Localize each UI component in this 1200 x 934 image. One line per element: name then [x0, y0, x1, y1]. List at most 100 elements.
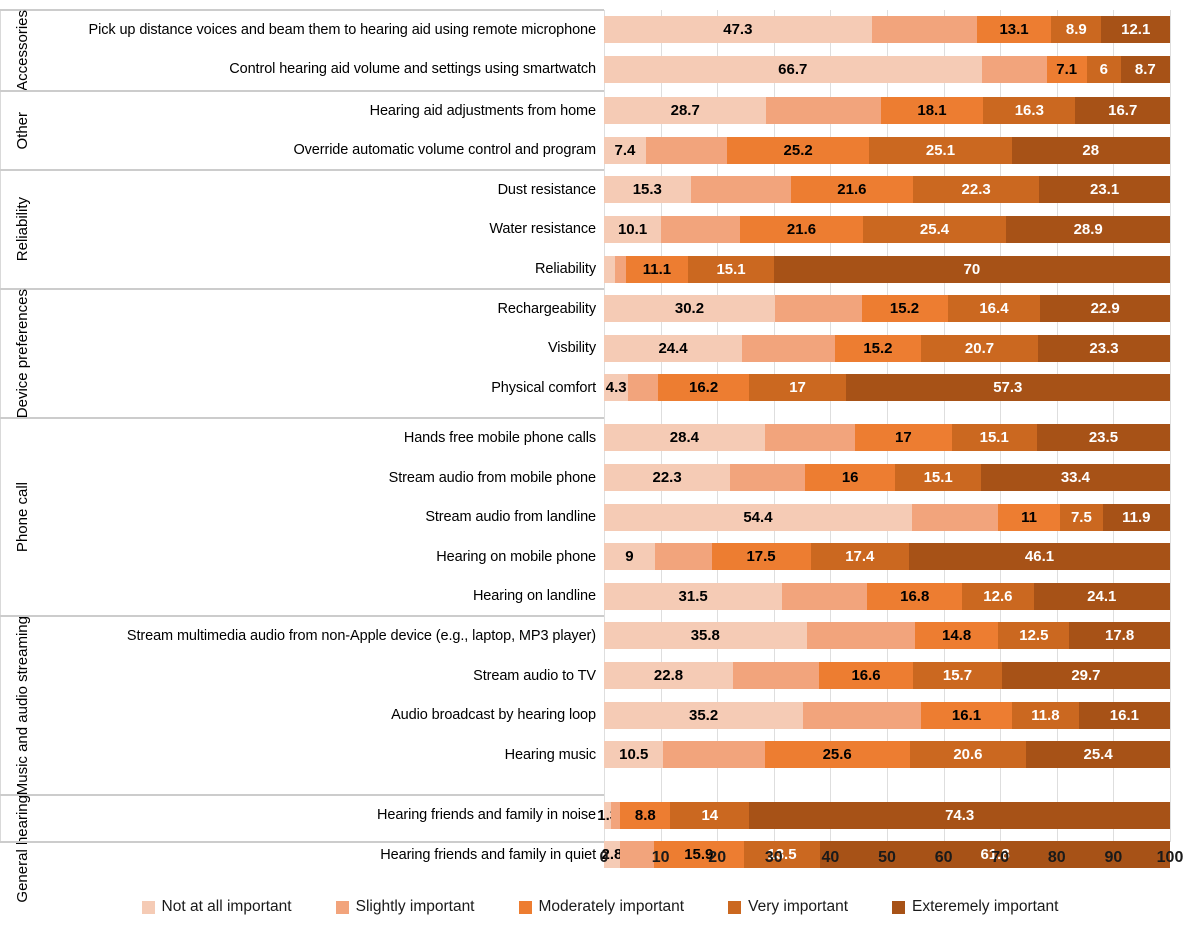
- bar-segment: 8.7: [1120, 55, 1170, 83]
- legend-swatch: [892, 900, 906, 914]
- bar-value-label: 16.6: [851, 667, 881, 685]
- chart-row: Hands free mobile phone calls 28.4 17 15.1 2…: [46, 418, 1170, 458]
- bar-segment: [782, 582, 868, 610]
- row-label: Hearing friends and family in quiet: [380, 846, 596, 863]
- chart-row: Stream audio to TV 22.8 16.6 15.7 29.7: [46, 656, 1170, 696]
- bar-value-label: 12.5: [1019, 627, 1049, 645]
- chart-row: Audio broadcast by hearing loop 35.2 16.1 1…: [46, 695, 1170, 735]
- bar-segment: 6: [1086, 55, 1121, 83]
- bar-value-label: 25.6: [822, 746, 852, 764]
- bar-segment: [654, 543, 712, 571]
- x-axis-tick-label: 70: [991, 849, 1010, 866]
- x-axis-tick-label: 0: [599, 849, 609, 866]
- bar-segment: 25.6: [764, 741, 910, 769]
- legend-label: Slightly important: [355, 898, 475, 915]
- group-rows: Dust resistance 15.3 21.6 22.3 23.1 Water res…: [46, 170, 1170, 289]
- bar-segment: 33.4: [980, 464, 1170, 492]
- bar-segment: [604, 255, 615, 283]
- bar-value-label: 15.1: [923, 469, 953, 487]
- legend-label: Very important: [748, 898, 849, 915]
- row-label: Stream audio from mobile phone: [388, 469, 596, 486]
- legend-label: Moderately important: [538, 898, 685, 915]
- bar-segment: 14: [670, 801, 750, 829]
- bar-value-label: 31.5: [678, 587, 708, 605]
- bar-value-label: 61.8: [980, 846, 1010, 864]
- group-divider: [0, 417, 604, 420]
- bar-value-label: 25.2: [783, 141, 813, 159]
- bar-value-label: 57.3: [993, 379, 1023, 397]
- bar-value-label: 17.5: [746, 548, 776, 566]
- bar-value-label: 14.8: [942, 627, 972, 645]
- bar-segment: 28.4: [604, 424, 765, 452]
- group-label: Phone call: [14, 482, 32, 553]
- bar-track: 35.2 16.1 11.8 16.1: [604, 701, 1170, 729]
- bar-track: 35.8 14.8 12.5 17.8: [604, 622, 1170, 650]
- bar-segment: 9: [604, 543, 655, 571]
- bar-value-label: 20.7: [964, 339, 995, 357]
- bar-track: 15.3 21.6 22.3 23.1: [604, 176, 1170, 204]
- bar-value-label: 22.8: [653, 667, 684, 685]
- bar-segment: 54.4: [604, 503, 912, 531]
- group-divider: [0, 841, 604, 843]
- group-rows: Hands free mobile phone calls 28.4 17 15.1 2…: [46, 418, 1170, 616]
- bar-value-label: 16: [841, 469, 859, 487]
- group-label-cell: Phone call: [0, 418, 46, 616]
- bar-value-label: 12.1: [1121, 21, 1151, 39]
- bar-segment: [663, 741, 765, 769]
- row-label: Audio broadcast by hearing loop: [391, 707, 596, 724]
- bar-segment: 66.7: [604, 55, 982, 83]
- bar-value-label: 24.4: [658, 339, 688, 357]
- bar-track: 28.4 17 15.1 23.5: [604, 424, 1170, 452]
- bar-segment: 20.7: [920, 334, 1039, 362]
- legend-item: Very important: [728, 898, 848, 916]
- bar-segment: 24.1: [1033, 582, 1170, 610]
- bar-segment: [774, 295, 862, 323]
- bar-track: 47.3 13.1 8.9 12.1: [604, 16, 1170, 44]
- bar-segment: 18.1: [880, 97, 984, 125]
- bar-segment: 17.5: [711, 543, 811, 571]
- bar-segment: 13.5: [743, 841, 821, 869]
- bar-value-label: 12.6: [983, 587, 1013, 605]
- bar-segment: 12.5: [998, 622, 1070, 650]
- bar-value-label: 25.4: [1083, 746, 1113, 764]
- category-group: Phone call Hands free mobile phone calls 2…: [0, 417, 1170, 616]
- group-label-cell: Device preferences: [0, 289, 46, 418]
- bar-segment: 12.6: [962, 582, 1034, 610]
- bar-segment: 17: [855, 424, 952, 452]
- bar-segment: 7.4: [604, 136, 646, 164]
- bar-value-label: 66.7: [778, 60, 808, 78]
- bar-segment: 35.8: [604, 622, 807, 650]
- chart-row: Hearing on landline 31.5 16.8 12.6 24.1: [46, 577, 1170, 617]
- category-groups: Accessories Pick up distance voices and b…: [0, 9, 1170, 903]
- row-label: Control hearing aid volume and settings …: [229, 61, 596, 78]
- x-axis-tick-label: 80: [1047, 849, 1066, 866]
- bar-segment: [645, 136, 727, 164]
- legend-item: Moderately important: [518, 898, 685, 916]
- legend-item: Exteremely important: [892, 898, 1058, 916]
- bar-value-label: 2.8: [601, 846, 623, 864]
- bar-value-label: 17: [789, 379, 806, 397]
- legend-swatch: [728, 900, 742, 914]
- legend-item: Not at all important: [141, 898, 292, 916]
- group-divider: [0, 287, 604, 290]
- x-axis-tick-label: 50: [878, 849, 896, 866]
- bar-segment: [911, 503, 998, 531]
- bar-segment: [742, 334, 835, 362]
- bar-segment: [766, 97, 881, 125]
- group-label: Accessories: [14, 10, 32, 91]
- row-label: Water resistance: [489, 221, 596, 238]
- group-label: Music and audio streaming: [14, 616, 32, 796]
- category-group: Device preferences Rechargeability 30.2 15.…: [0, 287, 1170, 418]
- row-label: Hearing on mobile phone: [436, 548, 596, 565]
- bar-segment: 35.2: [604, 701, 804, 729]
- bar-track: 2.8 15.9 13.5 61.8: [601, 841, 1170, 869]
- bar-segment: 57.3: [845, 374, 1170, 402]
- bar-value-label: 7.5: [1070, 508, 1092, 526]
- group-label-cell: General hearing: [0, 795, 46, 903]
- group-divider: [0, 169, 604, 172]
- group-rows: Stream multimedia audio from non-Apple d…: [46, 616, 1170, 795]
- bar-track: 30.2 15.2 16.4 22.9: [604, 295, 1170, 323]
- chart-row: Stream audio from landline 54.4 11 7.5 11.9: [46, 497, 1170, 537]
- bar-segment: 23.3: [1038, 334, 1170, 362]
- bar-segment: 15.3: [604, 176, 691, 204]
